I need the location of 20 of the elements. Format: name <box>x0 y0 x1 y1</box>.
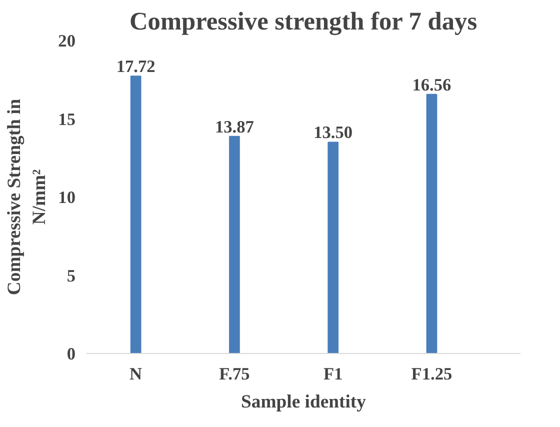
data-label: 17.72 <box>116 57 156 76</box>
bar <box>130 76 142 354</box>
data-label: 13.87 <box>214 117 254 136</box>
y-axis-title: Compressive Strength in N/mm² <box>4 98 50 296</box>
data-label: 13.50 <box>314 123 353 142</box>
y-tick-label: 20 <box>58 32 76 50</box>
x-axis-title: Sample identity <box>241 392 367 412</box>
x-tick-label: F.75 <box>219 364 250 384</box>
data-label: 16.56 <box>412 75 452 94</box>
bar <box>328 142 339 354</box>
y-tick-label: 5 <box>66 266 76 286</box>
y-tick-label: 0 <box>66 344 76 364</box>
chart-title: Compressive strength for 7 days <box>129 8 478 36</box>
x-tick-label: N <box>130 364 143 384</box>
bar <box>229 136 240 354</box>
x-tick-label: F1 <box>323 364 343 384</box>
y-tick-label: 10 <box>58 188 76 207</box>
bar <box>426 94 438 354</box>
x-tick-label: F1.25 <box>411 364 453 384</box>
y-tick-label: 15 <box>58 110 76 129</box>
